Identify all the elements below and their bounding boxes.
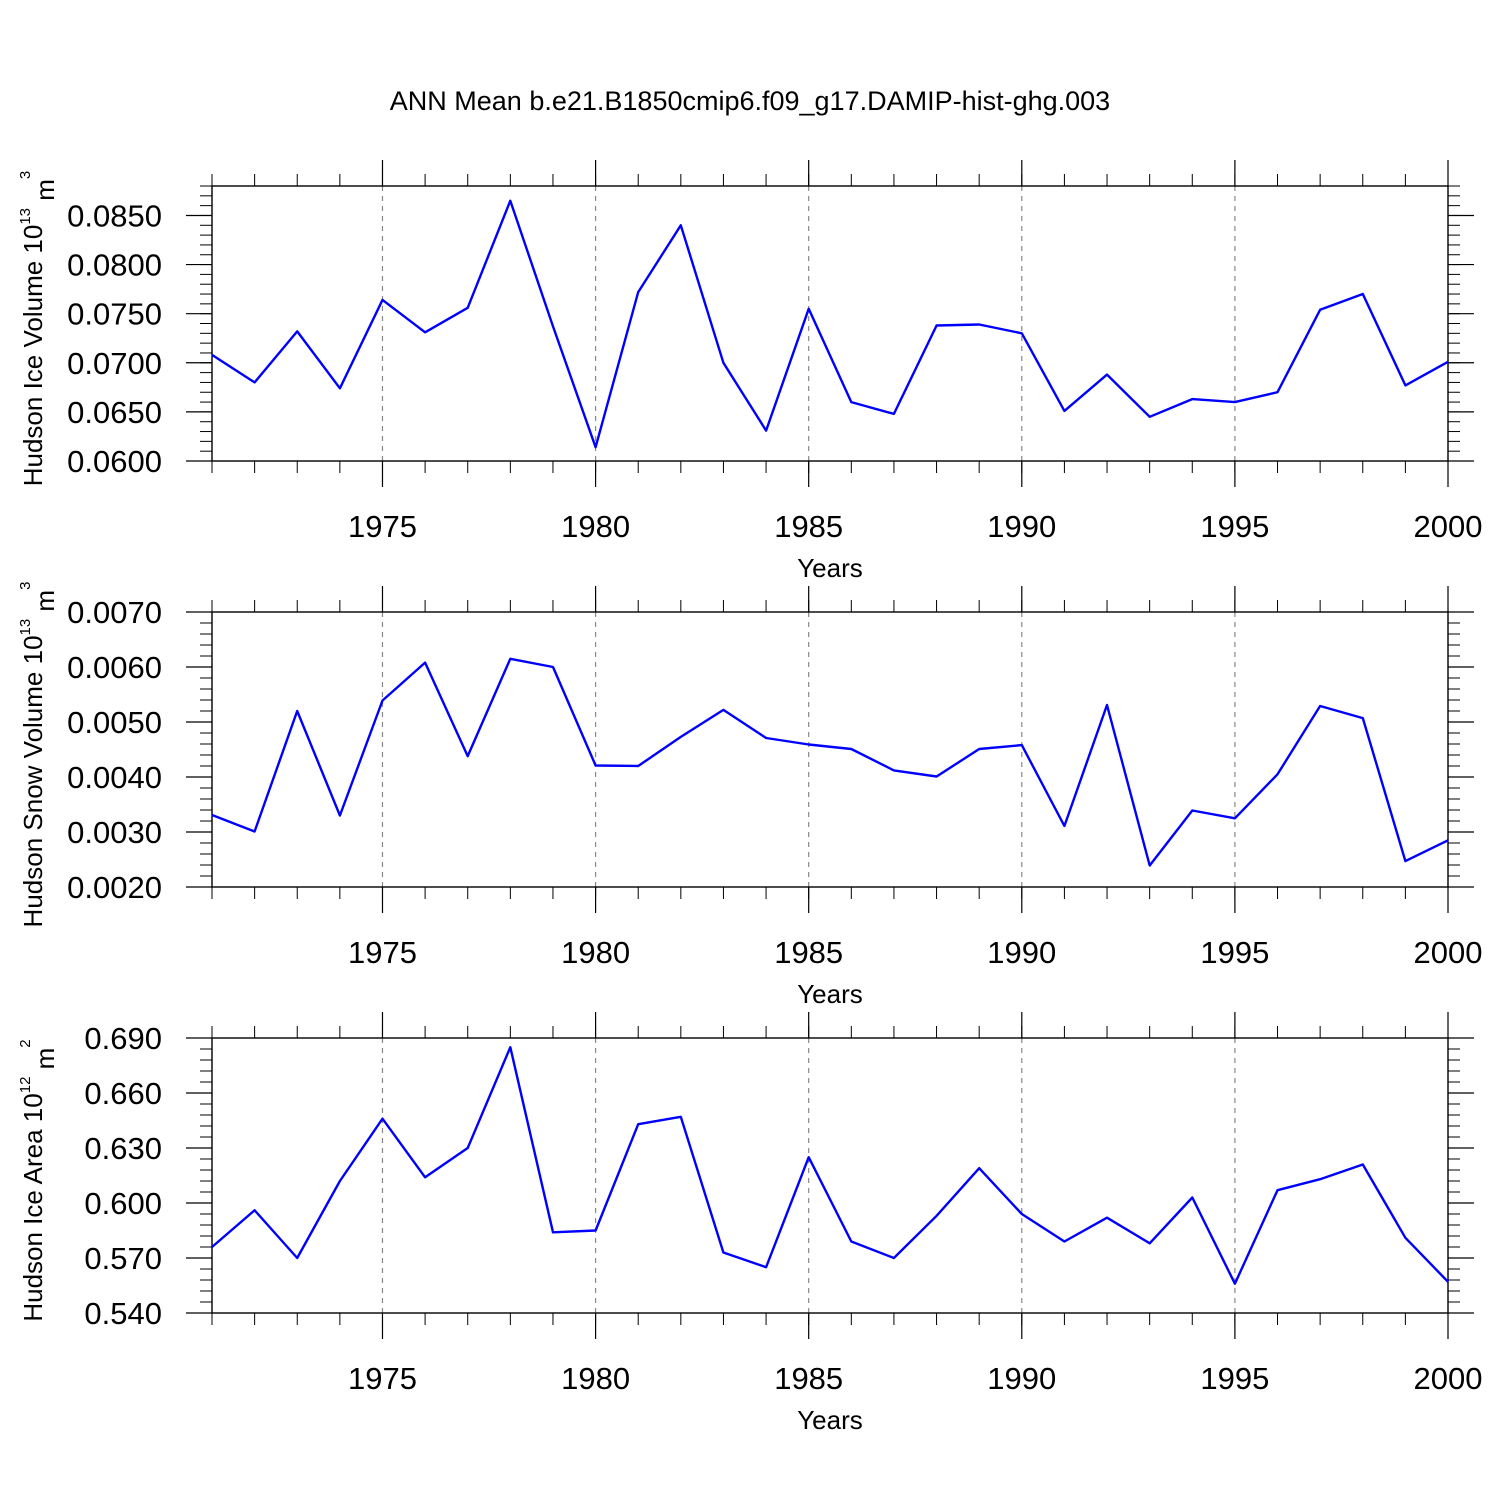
x-axis-label: Years <box>797 1405 863 1435</box>
x-tick-label: 1975 <box>348 509 417 544</box>
y-tick-label: 0.0070 <box>67 595 162 630</box>
x-tick-label: 1975 <box>348 1361 417 1396</box>
y-tick-label: 0.0750 <box>67 297 162 332</box>
x-tick-label: 1995 <box>1200 509 1269 544</box>
y-tick-label: 0.0060 <box>67 650 162 685</box>
y-label-name: Hudson Ice Volume 10 <box>18 225 48 487</box>
x-tick-label: 1990 <box>987 935 1056 970</box>
x-tick-label: 1985 <box>774 1361 843 1396</box>
x-axis-label: Years <box>797 979 863 1009</box>
y-axis-label: Hudson Ice Volume 1013 m3 <box>17 171 60 487</box>
y-label-exponent: 13 <box>17 208 34 225</box>
y-tick-label: 0.0050 <box>67 705 162 740</box>
y-tick-label: 0.0700 <box>67 346 162 381</box>
figure-title: ANN Mean b.e21.B1850cmip6.f09_g17.DAMIP-… <box>389 86 1111 116</box>
series-line <box>211 657 1449 867</box>
y-label-unit-exponent: 2 <box>17 1039 34 1047</box>
plot-frame <box>211 611 1449 888</box>
x-tick-label: 1995 <box>1200 1361 1269 1396</box>
y-tick-label: 0.0040 <box>67 760 162 795</box>
panel-ice-area: 0.540 0.570 0.600 0.630 0.660 0.690 1975 1980 19… <box>17 1012 1482 1435</box>
y-label-unit-exponent: 3 <box>17 171 34 179</box>
series-line <box>211 199 1449 449</box>
panel-ice-volume: 0.0600 0.0650 0.0700 0.0750 0.0800 0.0850 1975… <box>17 160 1482 583</box>
x-axis-label: Years <box>797 553 863 583</box>
y-tick-label: 0.0800 <box>67 248 162 283</box>
y-tick-label: 0.0020 <box>67 870 162 905</box>
x-tick-label: 1995 <box>1200 935 1269 970</box>
y-tick-label: 0.540 <box>84 1296 162 1331</box>
y-tick-label: 0.0850 <box>67 198 162 233</box>
y-tick-label: 0.570 <box>84 1241 162 1276</box>
y-axis-label: Hudson Ice Area 1012 m2 <box>17 1039 60 1321</box>
x-tick-label: 1980 <box>561 509 630 544</box>
x-tick-label: 1985 <box>774 935 843 970</box>
y-label-unit-exponent: 3 <box>17 582 34 590</box>
series-line <box>211 1045 1449 1285</box>
y-label-exponent: 12 <box>17 1077 34 1094</box>
y-tick-label: 0.690 <box>84 1021 162 1056</box>
y-tick-label: 0.0600 <box>67 444 162 479</box>
y-label-exponent: 13 <box>17 619 34 636</box>
y-axis-label: Hudson Snow Volume 1013 m3 <box>17 582 60 928</box>
x-tick-label: 1975 <box>348 935 417 970</box>
y-label-unit: m <box>30 179 60 208</box>
panel-snow-volume: 0.0020 0.0030 0.0040 0.0050 0.0060 0.0070 1975… <box>17 582 1482 1009</box>
y-tick-label: 0.630 <box>84 1131 162 1166</box>
x-tick-label: 1985 <box>774 509 843 544</box>
x-tick-label: 1990 <box>987 509 1056 544</box>
plot-frame <box>211 185 1449 462</box>
y-label-name: Hudson Snow Volume 10 <box>18 635 48 927</box>
y-label-name: Hudson Ice Area 10 <box>18 1093 48 1321</box>
x-tick-label: 1990 <box>987 1361 1056 1396</box>
y-tick-label: 0.600 <box>84 1186 162 1221</box>
y-label-unit: m <box>30 590 60 619</box>
y-tick-label: 0.0030 <box>67 815 162 850</box>
x-tick-label: 2000 <box>1414 1361 1483 1396</box>
plot-frame <box>211 1037 1449 1314</box>
x-tick-label: 1980 <box>561 1361 630 1396</box>
y-tick-label: 0.0650 <box>67 395 162 430</box>
x-tick-label: 1980 <box>561 935 630 970</box>
x-tick-label: 2000 <box>1414 509 1483 544</box>
x-tick-label: 2000 <box>1414 935 1483 970</box>
y-tick-label: 0.660 <box>84 1076 162 1111</box>
y-label-unit: m <box>30 1048 60 1077</box>
